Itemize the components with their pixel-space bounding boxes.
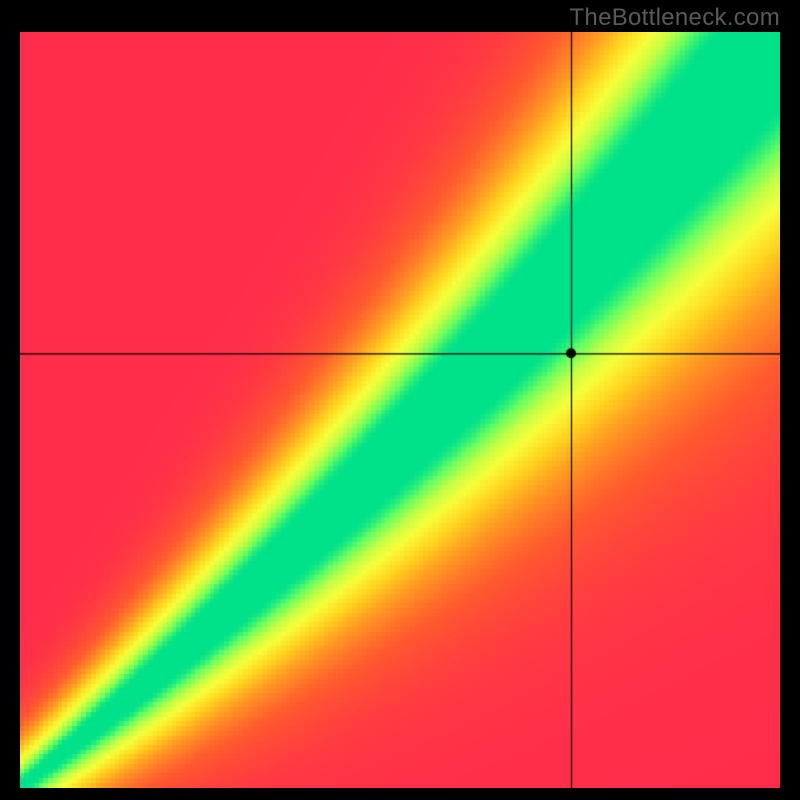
bottleneck-heatmap	[20, 32, 780, 788]
chart-container: TheBottleneck.com	[0, 0, 800, 800]
watermark-text: TheBottleneck.com	[569, 4, 780, 32]
